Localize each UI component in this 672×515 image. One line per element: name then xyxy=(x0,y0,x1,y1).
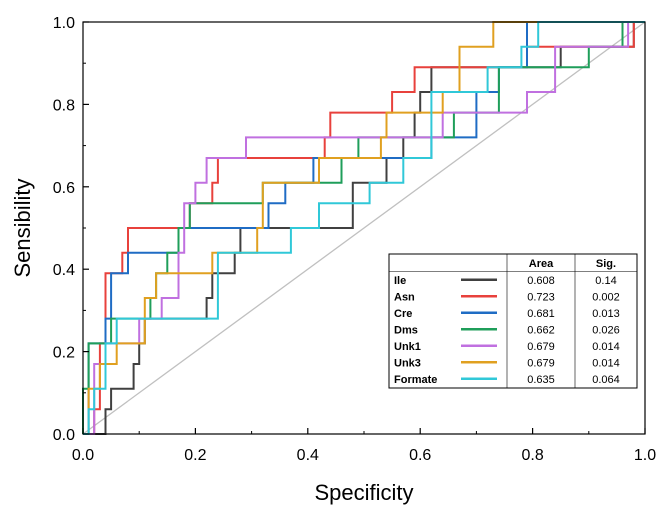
legend-area-value: 0.608 xyxy=(527,275,555,287)
legend-series-name: Dms xyxy=(394,324,418,336)
legend-series-name: Ile xyxy=(394,275,406,287)
legend-box xyxy=(388,253,638,389)
legend-header-sig: Sig. xyxy=(596,258,616,270)
legend-series-name: Unk1 xyxy=(394,341,421,353)
series-line-formate xyxy=(83,21,645,435)
y-tick-label: 0.4 xyxy=(53,262,75,279)
legend-series-name: Cre xyxy=(394,308,412,320)
legend-area-value: 0.681 xyxy=(527,308,555,320)
x-axis-title: Specificity xyxy=(314,480,413,505)
y-tick-label: 0.6 xyxy=(53,180,75,197)
series-layer xyxy=(82,21,645,435)
plot-area: 0.0 0.2 0.4 0.6 0.8 1.0 0.0 0.2 0.4 0.6 0.8 1.0 xyxy=(53,15,656,464)
legend-sig-value: 0.002 xyxy=(592,291,620,303)
x-tick-label: 0.2 xyxy=(184,447,206,464)
legend-area-value: 0.679 xyxy=(527,341,555,353)
x-tick-label: 0.8 xyxy=(521,447,543,464)
legend-series-name: Asn xyxy=(394,291,415,303)
legend-area-value: 0.662 xyxy=(527,324,555,336)
x-tick-label: 0.4 xyxy=(297,447,319,464)
legend-sig-value: 0.14 xyxy=(595,275,616,287)
legend-sig-value: 0.014 xyxy=(592,341,620,353)
y-tick-label: 0.0 xyxy=(53,427,75,444)
legend-sig-value: 0.026 xyxy=(592,324,620,336)
legend-series-name: Unk3 xyxy=(394,357,421,369)
legend-area-value: 0.723 xyxy=(527,291,555,303)
y-axis-title: Sensibility xyxy=(10,178,35,277)
x-tick-label: 1.0 xyxy=(634,447,656,464)
series-line-ile xyxy=(83,21,645,435)
legend-area-value: 0.679 xyxy=(527,357,555,369)
y-axis: 0.0 0.2 0.4 0.6 0.8 1.0 xyxy=(53,15,89,444)
legend-series-name: Formate xyxy=(394,374,437,386)
legend-sig-value: 0.064 xyxy=(592,374,620,386)
legend-area-value: 0.635 xyxy=(527,374,555,386)
legend-header-area: Area xyxy=(529,258,554,270)
y-tick-label: 0.2 xyxy=(53,345,75,362)
y-tick-label: 0.8 xyxy=(53,97,75,114)
x-tick-label: 0.6 xyxy=(409,447,431,464)
legend-table: Area Sig. Ile 0.608 0.14 Asn 0.723 0.002 Cre 0.68… xyxy=(388,253,638,389)
series-line-cre xyxy=(83,21,645,435)
x-axis: 0.0 0.2 0.4 0.6 0.8 1.0 xyxy=(72,428,656,464)
legend-sig-value: 0.014 xyxy=(592,357,620,369)
y-tick-label: 1.0 xyxy=(53,15,75,32)
reference-diagonal-line xyxy=(82,21,646,435)
legend-sig-value: 0.013 xyxy=(592,308,620,320)
x-tick-label: 0.0 xyxy=(72,447,94,464)
